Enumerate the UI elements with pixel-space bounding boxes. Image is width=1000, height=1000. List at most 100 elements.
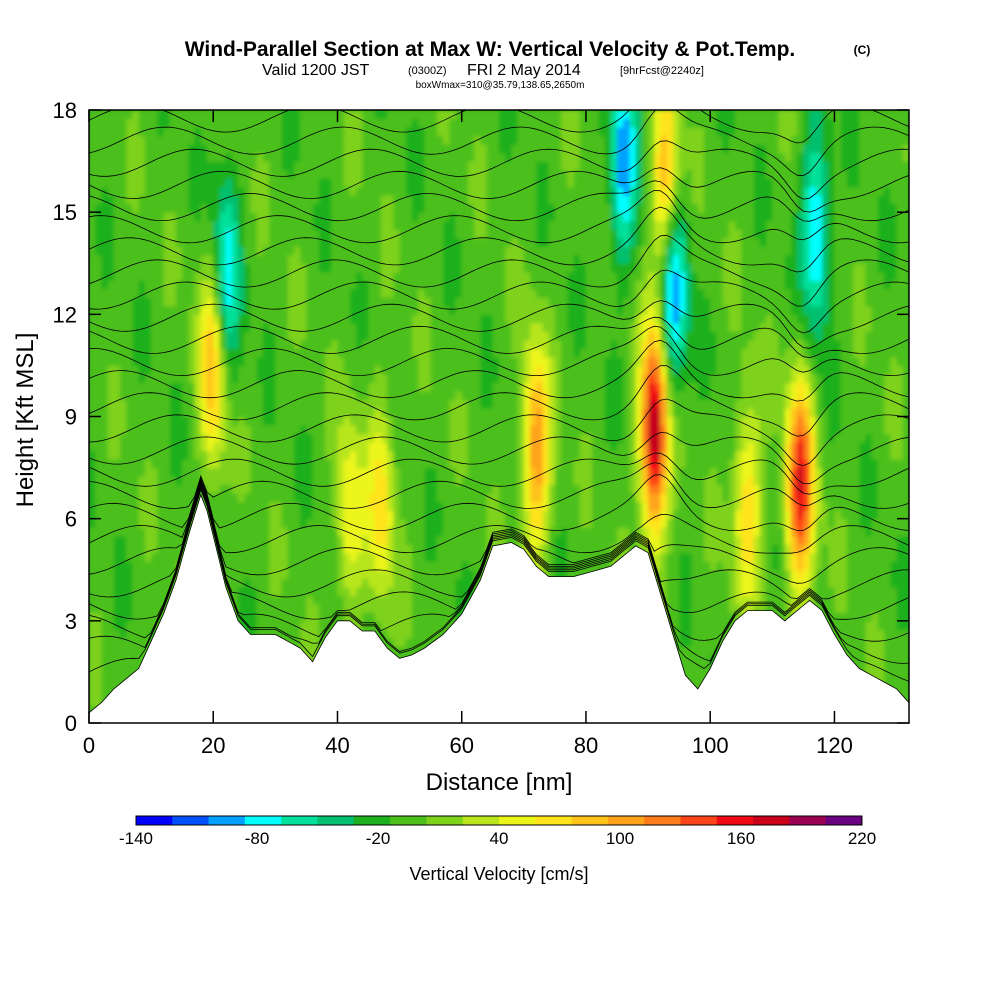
velocity-cell	[182, 373, 189, 383]
velocity-cell	[200, 425, 208, 435]
velocity-cell	[138, 620, 146, 630]
velocity-cell	[120, 416, 127, 426]
velocity-cell	[412, 220, 419, 230]
velocity-cell	[163, 322, 171, 332]
velocity-cell	[163, 569, 171, 579]
velocity-cell	[418, 305, 425, 315]
velocity-cell	[405, 110, 413, 120]
velocity-cell	[244, 322, 252, 332]
velocity-cell	[287, 561, 295, 571]
velocity-cell	[95, 110, 102, 120]
velocity-cell	[294, 135, 301, 145]
velocity-cell	[399, 203, 407, 213]
velocity-cell	[157, 178, 165, 188]
velocity-cell	[113, 237, 121, 247]
velocity-cell	[362, 212, 370, 222]
velocity-cell	[151, 220, 158, 230]
velocity-cell	[132, 535, 140, 545]
velocity-cell	[132, 280, 140, 290]
velocity-cell	[287, 144, 295, 154]
velocity-cell	[368, 569, 376, 579]
velocity-cell	[424, 365, 432, 375]
velocity-cell	[306, 484, 314, 494]
velocity-cell	[374, 339, 382, 349]
velocity-cell	[443, 433, 450, 443]
velocity-cell	[219, 178, 227, 188]
velocity-cell	[238, 603, 245, 613]
velocity-cell	[399, 467, 407, 477]
velocity-cell	[511, 339, 519, 349]
velocity-cell	[306, 416, 314, 426]
velocity-cell	[436, 220, 444, 230]
velocity-cell	[207, 331, 214, 341]
velocity-cell	[430, 382, 438, 392]
velocity-cell	[405, 552, 413, 562]
velocity-cell	[275, 586, 283, 596]
velocity-cell	[269, 246, 276, 256]
velocity-cell	[256, 493, 264, 503]
velocity-cell	[281, 254, 289, 264]
velocity-cell	[163, 518, 171, 528]
velocity-cell	[393, 450, 401, 460]
velocity-cell	[200, 356, 208, 366]
velocity-cell	[219, 416, 227, 426]
velocity-cell	[499, 382, 506, 392]
velocity-cell	[381, 229, 388, 239]
velocity-cell	[188, 331, 196, 341]
velocity-cell	[511, 263, 519, 273]
velocity-cell	[144, 399, 152, 409]
velocity-cell	[331, 356, 339, 366]
velocity-cell	[436, 314, 444, 324]
velocity-cell	[269, 152, 276, 162]
velocity-cell	[374, 459, 382, 469]
velocity-cell	[349, 169, 357, 179]
velocity-cell	[194, 229, 202, 239]
velocity-cell	[182, 442, 189, 452]
velocity-cell	[486, 229, 494, 239]
velocity-cell	[262, 135, 270, 145]
velocity-cell	[412, 178, 419, 188]
velocity-cell	[312, 552, 320, 562]
velocity-cell	[412, 314, 419, 324]
velocity-cell	[455, 212, 463, 222]
velocity-cell	[356, 391, 363, 401]
velocity-cell	[300, 322, 307, 332]
velocity-cell	[194, 331, 202, 341]
velocity-cell	[151, 110, 158, 120]
velocity-cell	[269, 127, 276, 137]
velocity-cell	[138, 169, 146, 179]
velocity-cell	[120, 356, 127, 366]
velocity-cell	[362, 561, 370, 571]
velocity-cell	[449, 595, 457, 605]
velocity-cell	[499, 484, 506, 494]
velocity-cell	[461, 152, 469, 162]
velocity-cell	[95, 629, 102, 639]
velocity-cell	[474, 322, 481, 332]
velocity-cell	[399, 459, 407, 469]
velocity-cell	[337, 212, 345, 222]
velocity-cell	[151, 161, 158, 171]
velocity-cell	[374, 382, 382, 392]
velocity-cell	[362, 603, 370, 613]
velocity-cell	[107, 365, 115, 375]
velocity-cell	[169, 391, 177, 401]
velocity-cell	[449, 373, 457, 383]
velocity-cell	[511, 399, 519, 409]
velocity-cell	[281, 288, 289, 298]
velocity-cell	[418, 118, 425, 128]
velocity-cell	[436, 331, 444, 341]
velocity-cell	[325, 442, 332, 452]
velocity-cell	[349, 408, 357, 418]
velocity-cell	[157, 356, 165, 366]
velocity-cell	[225, 195, 233, 205]
velocity-cell	[356, 408, 363, 418]
velocity-cell	[200, 450, 208, 460]
velocity-cell	[325, 246, 332, 256]
velocity-cell	[163, 195, 171, 205]
velocity-cell	[474, 484, 481, 494]
velocity-cell	[511, 110, 519, 120]
velocity-cell	[393, 595, 401, 605]
velocity-cell	[231, 254, 239, 264]
velocity-cell	[107, 484, 115, 494]
velocity-cell	[430, 348, 438, 358]
